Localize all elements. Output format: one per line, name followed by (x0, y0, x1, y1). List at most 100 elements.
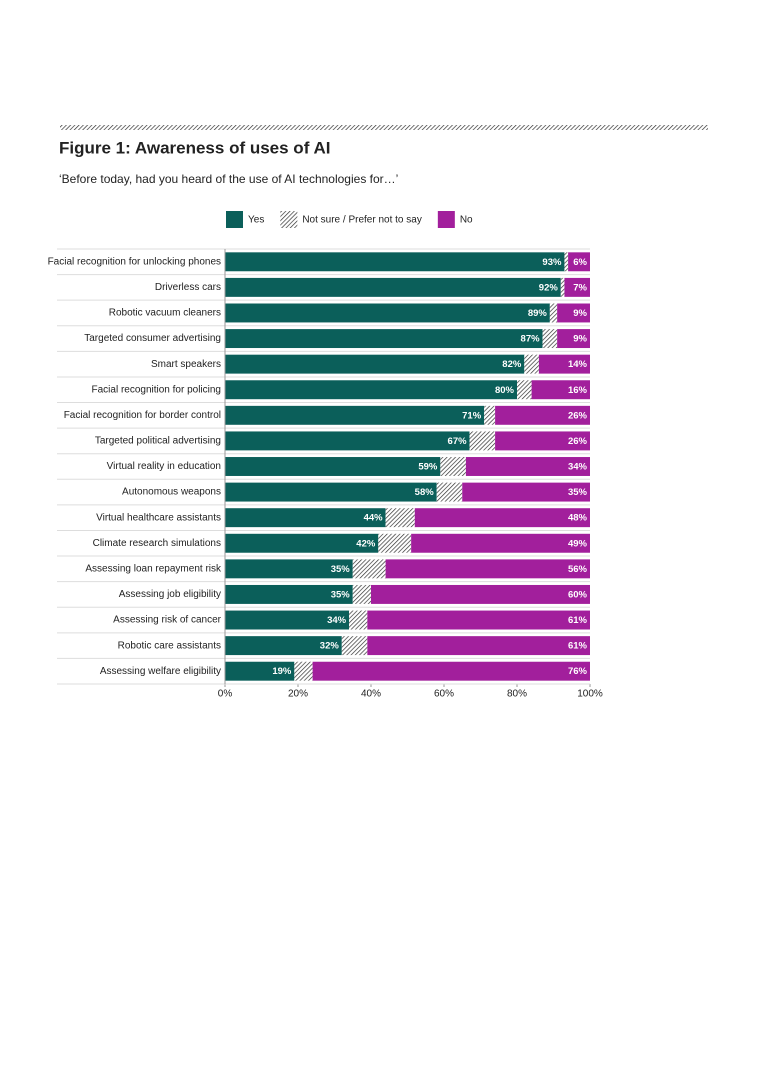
data-label: 58% (415, 487, 435, 498)
chart-title: Figure 1: Awareness of uses of AI (59, 138, 330, 157)
bar-segment (538, 354, 590, 374)
bar-segment (560, 277, 565, 297)
bar-segment (225, 661, 295, 681)
legend-swatch (437, 211, 455, 228)
bar-segment (440, 457, 466, 476)
bar-segment (225, 354, 525, 374)
data-label: 67% (448, 436, 468, 447)
data-label: 42% (356, 538, 376, 549)
bar-segment (225, 329, 543, 349)
bar-segment (531, 380, 590, 400)
bar-segment (225, 405, 485, 425)
bar-segment (225, 380, 517, 400)
bar-segment (225, 252, 565, 272)
bar-segment (462, 482, 590, 502)
data-label: 35% (331, 589, 351, 600)
data-label: 7% (573, 282, 587, 293)
bar-segment (225, 457, 441, 476)
data-label: 56% (568, 564, 588, 575)
data-label: 48% (568, 513, 588, 524)
data-label: 44% (364, 513, 384, 524)
bar-segment (557, 329, 590, 349)
data-label: 71% (462, 410, 482, 421)
data-label: 35% (331, 564, 351, 575)
bar-segment (294, 661, 313, 681)
data-label: 61% (568, 615, 588, 626)
data-label: 32% (320, 641, 340, 652)
bar-segment (341, 636, 368, 656)
data-label: 34% (568, 462, 588, 473)
bar-segment (352, 559, 386, 579)
legend-label: Yes (248, 215, 264, 226)
bar-segment (225, 431, 470, 451)
category-label: Assessing job eligibility (119, 589, 221, 600)
data-label: 49% (568, 538, 588, 549)
bar-segment (367, 636, 590, 656)
x-tick-label: 40% (361, 689, 381, 700)
bar-segment (385, 559, 590, 579)
legend-swatch (226, 211, 243, 228)
category-label: Robotic vacuum cleaners (109, 308, 221, 319)
data-label: 6% (573, 257, 587, 268)
bar-segment (225, 482, 437, 502)
data-label: 9% (573, 308, 587, 319)
data-label: 34% (327, 615, 347, 626)
x-tick-label: 60% (434, 689, 454, 700)
bar-segment (225, 277, 561, 297)
bar-segment (378, 533, 412, 553)
bar-segment (542, 329, 558, 349)
category-label: Autonomous weapons (122, 487, 221, 498)
bar-segment (385, 508, 415, 528)
bar-segment (349, 610, 368, 630)
legend-label: Not sure / Prefer not to say (302, 215, 422, 226)
data-label: 80% (495, 385, 515, 396)
bar-segment (367, 610, 590, 630)
data-label: 87% (521, 334, 541, 345)
bar-segment (371, 584, 590, 604)
bar-segment (312, 661, 590, 681)
bar-segment (564, 277, 590, 297)
category-label: Virtual healthcare assistants (96, 512, 221, 523)
data-label: 76% (568, 666, 588, 677)
bar-segment (484, 405, 496, 425)
legend-swatch (280, 211, 298, 228)
bar-segment (436, 482, 463, 502)
data-label: 60% (568, 589, 588, 600)
data-label: 9% (573, 334, 587, 345)
category-label: Facial recognition for border control (64, 410, 221, 421)
bar-segment (495, 431, 590, 451)
category-label: Assessing risk of cancer (113, 615, 221, 626)
bar-segment (414, 508, 590, 528)
category-label: Facial recognition for unlocking phones (48, 256, 221, 267)
x-tick-label: 20% (288, 689, 308, 700)
bar-segment (225, 533, 379, 553)
bar-segment (225, 559, 353, 579)
data-label: 14% (568, 359, 588, 370)
bar-segment (225, 610, 350, 630)
bar-segment (225, 508, 386, 528)
bar-segment (557, 303, 590, 323)
category-label: Smart speakers (151, 359, 221, 370)
bar-segment (564, 252, 569, 272)
bar-segment (568, 252, 590, 272)
bar-segment (517, 380, 532, 400)
bar-segment (495, 405, 590, 425)
bar-segment (465, 457, 590, 476)
data-label: 82% (502, 359, 522, 370)
data-label: 61% (568, 641, 588, 652)
category-label: Targeted political advertising (95, 436, 221, 447)
category-label: Assessing loan repayment risk (85, 563, 222, 574)
decorative-stripe (60, 125, 708, 130)
x-tick-label: 100% (577, 689, 603, 700)
legend-label: No (460, 215, 473, 226)
bar-segment (549, 303, 558, 323)
data-label: 93% (542, 257, 562, 268)
category-label: Robotic care assistants (118, 640, 221, 651)
bar-segment (225, 303, 550, 323)
bar-segment (225, 584, 353, 604)
bar-segment (469, 431, 496, 451)
category-label: Assessing welfare eligibility (100, 666, 221, 677)
data-label: 92% (539, 282, 559, 293)
data-label: 26% (568, 410, 588, 421)
bar-segment (352, 584, 371, 604)
